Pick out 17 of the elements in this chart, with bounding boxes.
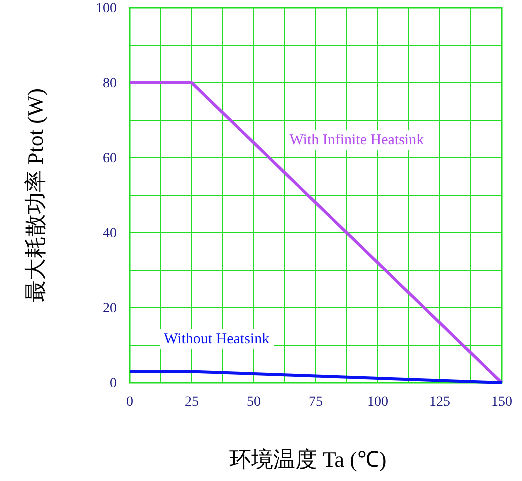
y-tick-label: 80 xyxy=(103,76,117,92)
x-tick-label: 75 xyxy=(309,394,323,410)
x-axis-title: 环境温度 Ta (℃) xyxy=(229,447,387,472)
y-tick-label: 60 xyxy=(103,151,117,166)
series-label: With Infinite Heatsink xyxy=(290,132,425,149)
y-tick-label: 20 xyxy=(103,301,117,316)
x-tick-label: 125 xyxy=(430,394,450,410)
x-tick-label: 100 xyxy=(368,394,388,410)
y-tick-label: 100 xyxy=(96,1,117,16)
x-tick-label: 150 xyxy=(492,394,512,410)
y-axis-title: 最大耗散功率 Ptot (W) xyxy=(23,88,48,302)
y-tick-label: 0 xyxy=(110,376,117,392)
x-tick-label: 50 xyxy=(247,394,261,410)
y-tick-label: 40 xyxy=(103,226,117,242)
series-label: Without Heatsink xyxy=(164,331,270,348)
x-tick-label: 25 xyxy=(185,394,199,410)
x-tick-label: 0 xyxy=(126,394,134,410)
